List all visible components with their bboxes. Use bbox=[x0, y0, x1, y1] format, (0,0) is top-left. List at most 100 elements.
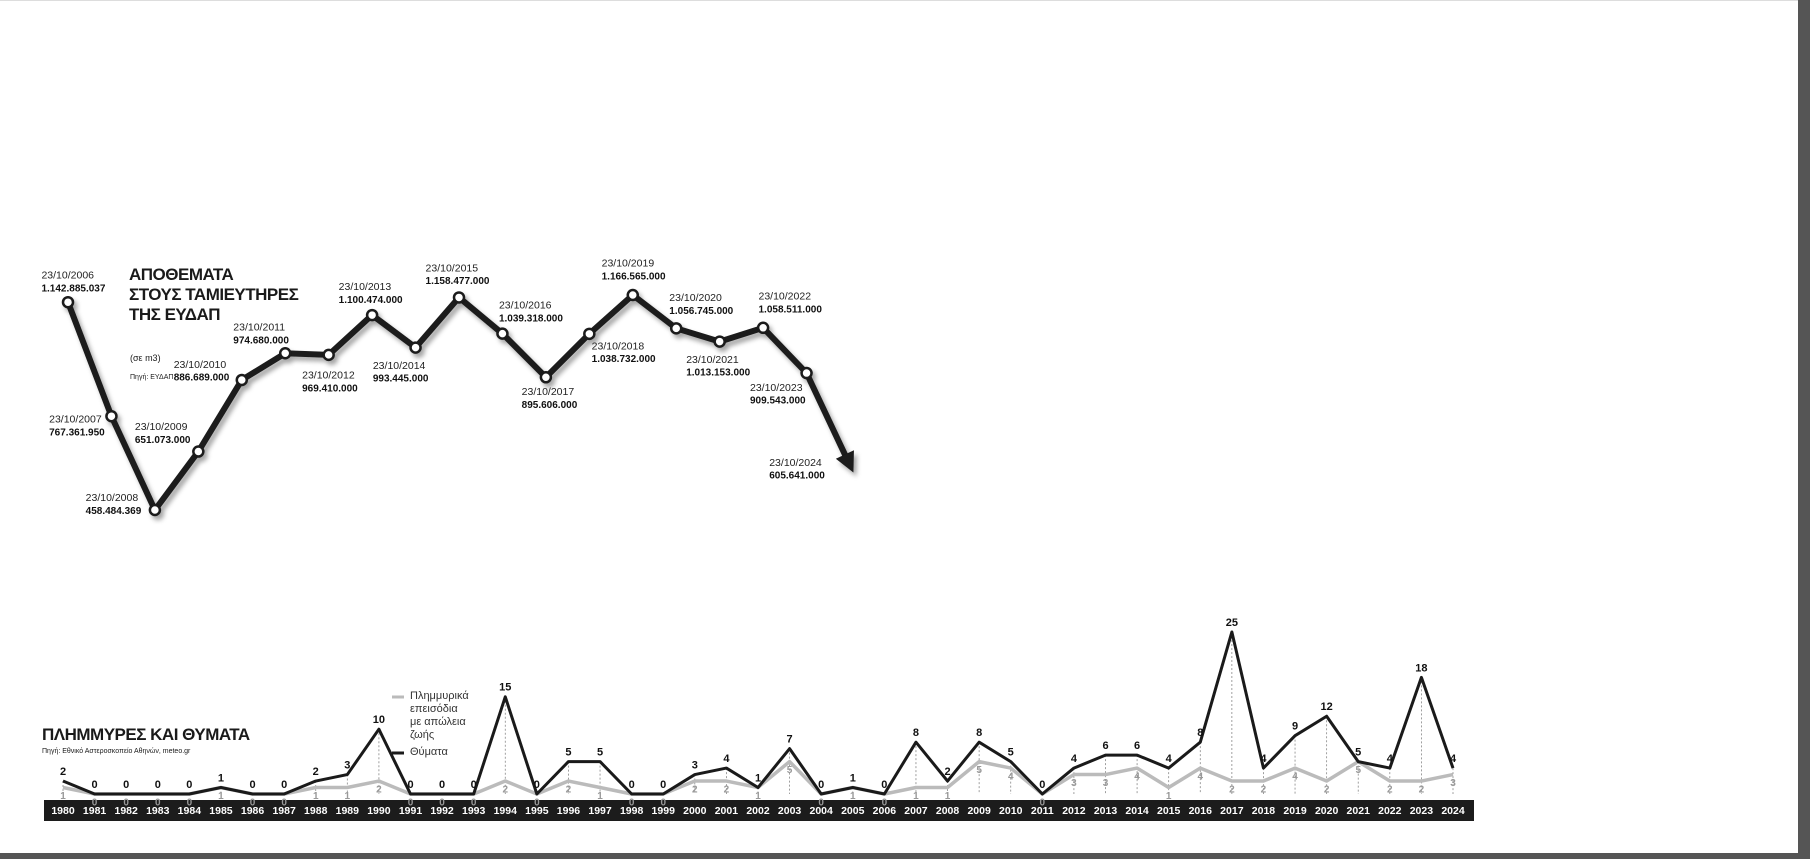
date-label: 23/10/2009 bbox=[135, 421, 188, 433]
year-label: 1986 bbox=[241, 805, 265, 817]
value-label: 0 bbox=[439, 798, 445, 809]
year-label: 1983 bbox=[146, 805, 170, 817]
date-label: 23/10/2024 bbox=[769, 457, 822, 469]
value-label: 2 bbox=[944, 766, 950, 778]
value-label: 895.606.000 bbox=[522, 400, 578, 411]
value-label: 0 bbox=[471, 798, 477, 809]
point bbox=[148, 503, 162, 517]
value-label: 1 bbox=[755, 791, 761, 802]
point bbox=[539, 371, 553, 384]
value-label: 1.013.153.000 bbox=[686, 368, 750, 379]
value-label: 2 bbox=[566, 785, 572, 796]
value-label: 2 bbox=[1229, 785, 1235, 796]
value-label: 1.058.511.000 bbox=[758, 304, 822, 315]
reserves-source: Πηγή: ΕΥΔΑΠ bbox=[130, 374, 174, 381]
reserves-plot bbox=[61, 288, 854, 517]
value-label: 0 bbox=[187, 798, 193, 809]
value-label: 9 bbox=[1292, 721, 1298, 733]
value-label: 1 bbox=[313, 791, 319, 802]
point bbox=[583, 327, 596, 341]
year-label: 2023 bbox=[1410, 805, 1434, 817]
value-label: 0 bbox=[123, 779, 129, 791]
year-label: 2009 bbox=[967, 805, 991, 817]
date-label: 23/10/2016 bbox=[499, 300, 552, 312]
value-label: 1 bbox=[218, 772, 224, 784]
value-label: 3 bbox=[1103, 778, 1109, 789]
year-label: 2005 bbox=[841, 805, 865, 817]
value-label: 1 bbox=[218, 791, 224, 802]
year-label: 1996 bbox=[557, 805, 581, 817]
value-label: 458.484.369 bbox=[86, 506, 142, 517]
value-label: 0 bbox=[1040, 798, 1046, 809]
year-label: 1997 bbox=[588, 805, 612, 817]
year-label: 1995 bbox=[525, 805, 549, 817]
value-label: 0 bbox=[249, 779, 255, 791]
point bbox=[322, 348, 335, 362]
year-label: 2018 bbox=[1252, 805, 1276, 817]
year-label: 2013 bbox=[1094, 805, 1118, 817]
value-label: 2 bbox=[313, 766, 319, 778]
reserves-title: ΑΠΟΘΕΜΑΤΑ ΣΤΟΥΣ ΤΑΜΙΕΥΤΗΡΕΣ ΤΗΣ ΕΥΔΑΠ bbox=[129, 265, 299, 324]
value-label: 3 bbox=[692, 759, 698, 771]
value-label: 0 bbox=[186, 779, 192, 791]
value-label: 3 bbox=[1071, 778, 1077, 789]
point bbox=[235, 373, 249, 387]
value-label: 4 bbox=[1071, 753, 1078, 765]
value-label: 7 bbox=[787, 734, 793, 746]
point bbox=[452, 291, 466, 304]
value-label: 909.543.000 bbox=[750, 396, 806, 407]
value-label: 6 bbox=[1102, 740, 1108, 752]
value-label: 886.689.000 bbox=[174, 373, 230, 384]
value-label: 4 bbox=[1008, 772, 1014, 783]
value-label: 2 bbox=[1261, 785, 1267, 796]
value-label: 0 bbox=[882, 798, 888, 809]
point bbox=[496, 327, 509, 340]
value-label: 2 bbox=[724, 785, 730, 796]
value-label: 2 bbox=[60, 766, 66, 778]
year-label: 2022 bbox=[1378, 805, 1402, 817]
value-label: 1 bbox=[850, 791, 856, 802]
date-label: 23/10/2021 bbox=[686, 354, 739, 366]
reserves-subtitle: (σε m3) bbox=[130, 353, 161, 363]
value-label: 0 bbox=[250, 798, 256, 809]
date-label: 23/10/2020 bbox=[669, 292, 722, 304]
value-label: 1.038.732.000 bbox=[592, 354, 656, 365]
year-label: 2006 bbox=[873, 805, 897, 817]
year-label: 1991 bbox=[399, 805, 423, 817]
value-label: 974.680.000 bbox=[233, 336, 289, 347]
year-label: 2021 bbox=[1347, 805, 1371, 817]
value-label: 2 bbox=[502, 785, 508, 796]
value-label: 605.641.000 bbox=[769, 471, 825, 482]
value-label: 1.039.318.000 bbox=[499, 314, 563, 325]
value-label: 1 bbox=[850, 772, 856, 784]
value-label: 0 bbox=[123, 798, 129, 809]
value-label: 767.361.950 bbox=[49, 427, 105, 438]
value-label: 993.445.000 bbox=[373, 374, 429, 385]
year-label: 2001 bbox=[715, 805, 739, 817]
value-label: 1 bbox=[60, 791, 66, 802]
year-label: 2017 bbox=[1220, 805, 1244, 817]
value-label: 1 bbox=[913, 791, 919, 802]
value-label: 2 bbox=[692, 785, 698, 796]
year-label: 2012 bbox=[1062, 805, 1086, 817]
value-label: 18 bbox=[1415, 662, 1427, 674]
legend-label: Πλημμυρικά επεισόδια με απώλεια ζωής bbox=[410, 690, 469, 741]
year-label: 2002 bbox=[746, 805, 770, 817]
value-label: 1 bbox=[1166, 791, 1172, 802]
year-label: 1994 bbox=[494, 805, 518, 817]
value-label: 4 bbox=[1292, 772, 1298, 783]
value-label: 4 bbox=[1450, 753, 1457, 765]
value-label: 2 bbox=[1324, 785, 1330, 796]
year-label: 2016 bbox=[1189, 805, 1213, 817]
year-label: 2007 bbox=[904, 805, 928, 817]
value-label: 4 bbox=[723, 753, 730, 765]
value-label: 4 bbox=[1166, 753, 1173, 765]
year-label: 1985 bbox=[209, 805, 233, 817]
value-label: 4 bbox=[1260, 753, 1267, 765]
value-label: 5 bbox=[1355, 747, 1361, 759]
value-label: 3 bbox=[1450, 778, 1456, 789]
value-label: 0 bbox=[818, 798, 824, 809]
year-label: 2020 bbox=[1315, 805, 1339, 817]
